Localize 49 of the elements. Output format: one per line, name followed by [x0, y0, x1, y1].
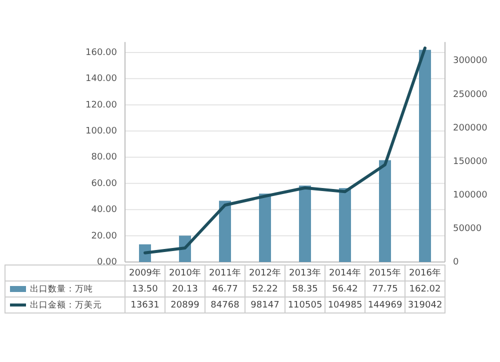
data-label: 20899: [170, 300, 200, 310]
data-label: 58.35: [292, 284, 318, 294]
x-tick-label: 2013年: [289, 267, 321, 278]
y2-tick-label: 50000: [453, 224, 482, 234]
data-label: 84768: [210, 300, 240, 310]
x-tick-label: 2009年: [129, 267, 161, 278]
y-tick-label: 100.00: [86, 126, 118, 137]
y-tick-label: 140.00: [86, 74, 118, 84]
data-label: 52.22: [252, 284, 278, 294]
y-tick-label: 160.00: [86, 48, 118, 58]
data-label: 46.77: [212, 284, 238, 294]
x-tick-label: 2010年: [169, 267, 201, 278]
legend-label: 出口金额：万美元: [30, 299, 102, 310]
data-label: 77.75: [372, 284, 398, 294]
y-tick-label: 40.00: [91, 205, 118, 216]
y-tick-label: 20.00: [91, 231, 118, 242]
y2-tick-label: 0: [453, 257, 459, 268]
data-label: 98147: [250, 300, 280, 310]
data-label: 319042: [408, 300, 442, 310]
data-label: 56.42: [332, 284, 358, 294]
data-label: 13631: [130, 300, 160, 310]
bar: [339, 188, 351, 262]
bar: [419, 50, 431, 262]
y2-tick-label: 200000: [453, 123, 488, 134]
bar: [299, 186, 311, 262]
y2-tick-label: 250000: [453, 90, 488, 100]
x-tick-label: 2012年: [249, 267, 281, 278]
data-label: 162.02: [409, 284, 441, 294]
y2-tick-label: 300000: [453, 56, 488, 66]
bar: [379, 160, 391, 262]
y2-tick-label: 100000: [453, 190, 488, 200]
legend-label: 出口数量：万吨: [30, 283, 93, 294]
bar: [219, 200, 231, 262]
x-tick-label: 2015年: [369, 267, 401, 278]
x-tick-label: 2011年: [209, 267, 241, 278]
y2-tick-label: 150000: [453, 156, 488, 167]
y-tick-label: 60.00: [91, 178, 118, 189]
y-tick-label: 0.00: [96, 257, 118, 268]
y-tick-label: 120.00: [86, 100, 118, 110]
data-label: 110505: [288, 300, 322, 310]
x-tick-label: 2014年: [329, 267, 361, 278]
data-label: 144969: [368, 300, 402, 310]
data-label: 20.13: [172, 284, 198, 294]
line-series: [144, 46, 426, 254]
data-label: 13.50: [132, 284, 158, 294]
x-tick-label: 2016年: [409, 267, 441, 278]
y-tick-label: 80.00: [91, 152, 118, 163]
bar: [259, 194, 271, 262]
data-label: 104985: [328, 300, 362, 310]
